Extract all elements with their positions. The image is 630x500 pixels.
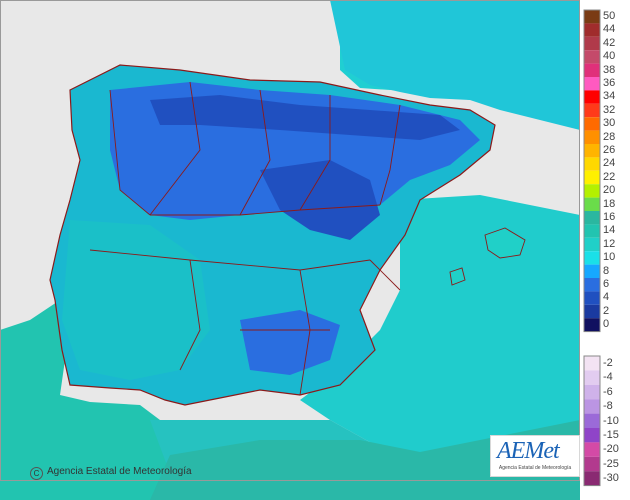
logo-name: AEMet xyxy=(497,438,560,464)
legend-label: 18 xyxy=(603,197,616,210)
legend-swatch xyxy=(584,197,600,211)
legend-swatch xyxy=(584,304,600,319)
france xyxy=(330,0,580,130)
legend-swatch xyxy=(584,144,600,158)
legend-label: 44 xyxy=(603,23,616,36)
copyright-icon: C xyxy=(30,467,43,480)
legend-label: 40 xyxy=(603,50,616,63)
credit-label: Agencia Estatal de Meteorología xyxy=(47,466,192,477)
legend-label: 14 xyxy=(603,224,616,237)
legend-label: 16 xyxy=(603,211,616,223)
balearic-islands xyxy=(449,227,526,286)
legend-label: 0 xyxy=(603,318,610,331)
legend-swatch xyxy=(584,318,600,332)
legend-label: 38 xyxy=(603,63,616,76)
region-borders xyxy=(89,81,401,396)
legend-swatch xyxy=(584,384,600,400)
legend-swatch xyxy=(584,428,600,443)
south-mountains xyxy=(240,310,340,375)
legend-swatch xyxy=(584,264,600,278)
legend-frame xyxy=(583,355,601,487)
legend-swatch xyxy=(584,399,600,414)
legend xyxy=(583,9,601,487)
legend-swatch xyxy=(584,224,600,238)
legend-swatch xyxy=(584,184,600,198)
legend-frame xyxy=(583,9,601,333)
legend-label: -4 xyxy=(603,371,613,384)
central-cold xyxy=(260,160,380,240)
mountains-cold xyxy=(150,95,460,140)
legend-label: 6 xyxy=(603,278,610,290)
legend-swatch xyxy=(584,130,600,144)
legend-swatch xyxy=(584,251,600,265)
legend-label: -10 xyxy=(603,414,619,427)
legend-label: -25 xyxy=(603,457,619,470)
legend-label: 50 xyxy=(603,10,616,22)
legend-swatch xyxy=(584,170,600,185)
map-frame xyxy=(0,0,580,481)
legend-label: 36 xyxy=(603,77,616,89)
legend-label: 4 xyxy=(603,291,610,304)
legend-label: 24 xyxy=(603,157,616,170)
legend-swatch xyxy=(584,63,600,77)
legend-swatch xyxy=(584,471,600,486)
legend-swatch xyxy=(584,237,600,252)
legend-label: 8 xyxy=(603,264,610,277)
legend-label: -6 xyxy=(603,385,613,398)
legend-label: 32 xyxy=(603,103,616,116)
legend-label: -20 xyxy=(603,443,619,456)
legend-label: -15 xyxy=(603,429,619,441)
legend-swatch xyxy=(584,36,600,51)
legend-swatch xyxy=(584,77,600,91)
legend-swatch xyxy=(584,278,600,292)
legend-label: 22 xyxy=(603,170,616,183)
legend-label: 10 xyxy=(603,251,616,264)
legend-label: -8 xyxy=(603,400,613,413)
legend-swatch xyxy=(584,10,600,24)
legend-swatch xyxy=(584,356,600,371)
legend-swatch xyxy=(584,370,600,385)
legend-swatch xyxy=(584,50,600,64)
credit-text: C Agencia Estatal de Meteorología xyxy=(30,466,192,480)
legend-swatch xyxy=(584,90,600,104)
aemet-logo: AEMet Agencia Estatal de Meteorología xyxy=(490,435,580,477)
legend-label: 20 xyxy=(603,184,616,197)
logo-subtitle: Agencia Estatal de Meteorología xyxy=(498,465,572,471)
south-west-warm xyxy=(62,220,210,380)
legend-swatch xyxy=(584,413,600,428)
legend-label: -2 xyxy=(603,357,613,369)
legend-label: 42 xyxy=(603,36,616,49)
legend-label: 12 xyxy=(603,237,616,250)
legend-swatch xyxy=(584,103,600,118)
mediterranean-sea xyxy=(300,195,580,470)
legend-swatch xyxy=(584,291,600,305)
legend-swatch xyxy=(584,442,600,457)
legend-label: 30 xyxy=(603,117,616,130)
legend-swatch xyxy=(584,456,600,472)
legend-label: 28 xyxy=(603,130,616,143)
legend-label: 34 xyxy=(603,90,616,103)
atlantic-sea xyxy=(0,300,180,500)
legend-swatch xyxy=(584,157,600,171)
legend-label: 26 xyxy=(603,144,616,156)
legend-swatch xyxy=(584,23,600,37)
legend-label: -30 xyxy=(603,472,619,485)
legend-label: 2 xyxy=(603,304,610,317)
legend-swatch xyxy=(584,211,600,225)
legend-swatch xyxy=(584,117,600,131)
